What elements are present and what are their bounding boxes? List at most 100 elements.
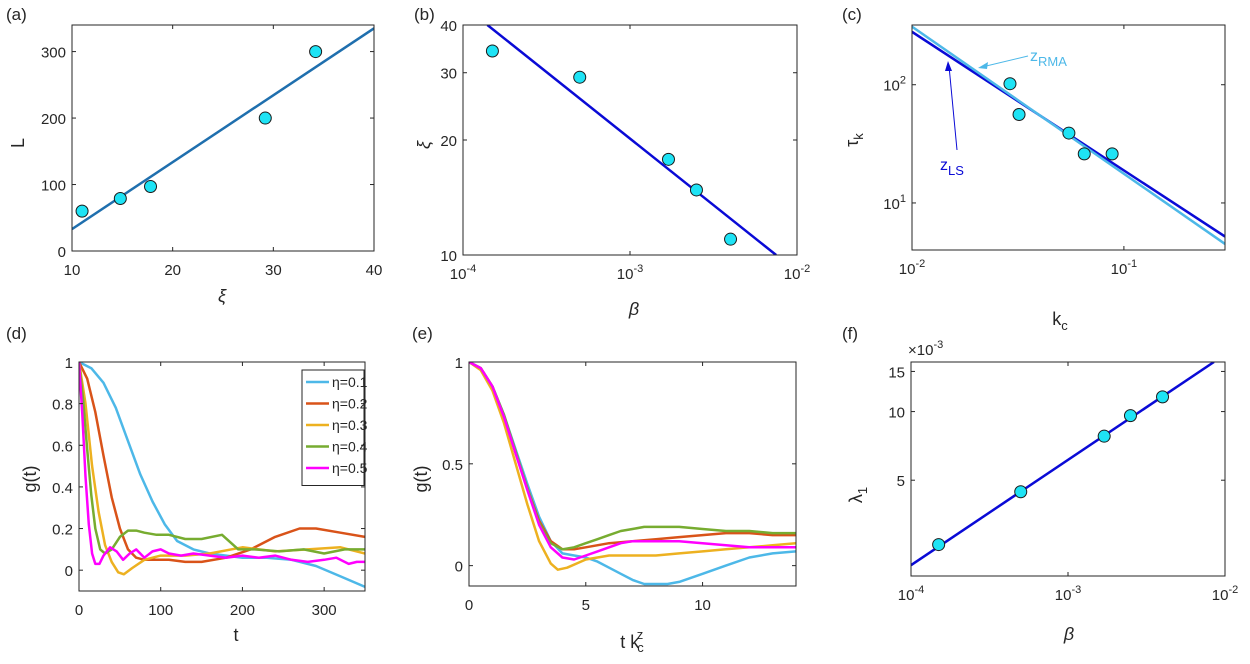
ytick-label-b-0: 10 <box>440 248 457 265</box>
fit-line-f-0 <box>911 362 1215 567</box>
ytick-label-c-1: 102 <box>883 75 906 95</box>
legend-label-4: η=0.5 <box>332 460 368 476</box>
panel-a: (a) L ξ 10 20 30 40 0 100 200 300 <box>6 5 382 306</box>
series-line-d-4 <box>79 362 365 566</box>
ytick-label-e-1: 0.5 <box>442 457 463 474</box>
ytick-label-c-1-base: 10 <box>883 78 900 95</box>
axes-box-f <box>910 361 1226 577</box>
ytick-label-f-2: 15 <box>888 364 905 381</box>
data-point-a-2 <box>144 180 158 194</box>
ylabel-f-sub: 1 <box>855 487 870 494</box>
ytick-label-d-5: 1 <box>65 355 73 372</box>
ytick-label-d-1: 0.2 <box>52 522 73 539</box>
y-multiplier-f-exp: -3 <box>933 339 943 351</box>
xtick-label-c-0-exp: -2 <box>915 258 925 270</box>
data-point-b-0 <box>485 44 499 58</box>
data-point-c-4 <box>1105 147 1119 161</box>
ytick-label-b-1: 20 <box>440 133 457 150</box>
data-point-f-3 <box>1123 409 1137 423</box>
legend-d: η=0.1 η=0.2 η=0.3 η=0.4 η=0.5 <box>301 369 368 486</box>
xlabel-e: t kcz <box>620 627 644 655</box>
ylabel-a: L <box>8 138 28 148</box>
axes-box-b <box>462 24 798 256</box>
panel-label-f: (f) <box>842 324 858 343</box>
y-multiplier-f-base: ×10 <box>908 342 933 359</box>
xtick-label-b-0-base: 10 <box>450 266 467 283</box>
ytick-label-d-0: 0 <box>65 563 73 580</box>
xtick-label-b-2-exp: -2 <box>800 263 810 275</box>
xtick-label-c-1-base: 10 <box>1111 261 1128 278</box>
xlabel-f: β <box>1063 624 1074 644</box>
ytick-label-b-3: 40 <box>440 18 457 35</box>
xtick-label-f-1-base: 10 <box>1055 587 1072 604</box>
ytick-label-c-0-base: 10 <box>883 196 900 213</box>
xtick-label-a-2: 30 <box>265 262 282 279</box>
legend-label-3: η=0.4 <box>332 439 368 455</box>
xtick-label-e-2: 10 <box>694 597 711 614</box>
xtick-label-b-1: 10-3 <box>617 263 643 283</box>
data-point-f-4 <box>1156 390 1170 404</box>
xtick-label-e-0: 0 <box>465 597 473 614</box>
xlabel-c-base: k <box>1052 309 1062 329</box>
xtick-label-f-1: 10-3 <box>1055 584 1081 604</box>
ytick-label-a-2: 200 <box>41 111 66 128</box>
series-line-d-1 <box>79 362 365 564</box>
ytick-label-b-2: 30 <box>440 66 457 83</box>
xtick-label-b-1-exp: -3 <box>633 263 643 275</box>
ylabel-c-sub: k <box>851 133 866 140</box>
ytick-label-d-4: 0.8 <box>52 397 73 414</box>
xlabel-b: β <box>628 299 639 319</box>
xtick-label-f-1-exp: -3 <box>1071 584 1081 596</box>
legend-box <box>301 369 365 486</box>
xtick-label-e-1: 5 <box>582 597 590 614</box>
data-point-f-2 <box>1097 429 1111 443</box>
ytick-label-a-1: 100 <box>41 178 66 195</box>
ytick-label-d-2: 0.4 <box>52 480 73 497</box>
annotation-z-ls-base: z <box>940 157 948 174</box>
annotation-arrowhead-ls <box>945 61 952 71</box>
ytick-label-d-3: 0.6 <box>52 438 73 455</box>
xtick-label-a-0: 10 <box>64 262 81 279</box>
xlabel-e-base: t k <box>620 632 640 652</box>
ytick-label-c-0: 101 <box>883 193 906 213</box>
legend-label-2: η=0.3 <box>332 417 368 433</box>
xtick-label-f-0-exp: -4 <box>914 584 924 596</box>
xtick-label-b-0: 10-4 <box>450 263 476 283</box>
xtick-label-c-0-base: 10 <box>899 261 916 278</box>
xtick-label-f-0: 10-4 <box>898 584 924 604</box>
data-point-a-4 <box>309 45 323 59</box>
data-point-c-1 <box>1012 107 1026 121</box>
annotation-z-ls-sub: LS <box>948 163 964 178</box>
y-multiplier-f: ×10-3 <box>908 339 943 359</box>
xlabel-e-sub: c <box>637 640 644 655</box>
axes-box-c <box>911 24 1226 251</box>
ylabel-f: λ1 <box>846 487 870 503</box>
xtick-label-d-2: 200 <box>230 602 255 619</box>
series-line-e-3 <box>469 362 796 551</box>
xtick-label-b-0-exp: -4 <box>466 263 476 275</box>
ytick-label-f-1: 10 <box>888 405 905 422</box>
data-point-f-1 <box>1014 485 1028 499</box>
xtick-label-d-1: 100 <box>148 602 173 619</box>
plot-area-f <box>911 362 1215 567</box>
data-point-c-2 <box>1062 126 1076 140</box>
data-point-c-3 <box>1077 147 1091 161</box>
series-line-e-2 <box>469 362 796 571</box>
xtick-label-f-2: 10-2 <box>1212 584 1238 604</box>
data-point-a-1 <box>113 191 127 205</box>
annotation-arrow-rma <box>981 55 1029 68</box>
panel-label-e: (e) <box>412 324 433 343</box>
panel-label-b: (b) <box>414 5 435 24</box>
annotation-arrowhead-rma <box>978 62 988 69</box>
data-point-f-0 <box>932 538 946 552</box>
ylabel-e: g(t) <box>411 466 431 493</box>
data-point-b-1 <box>573 70 587 84</box>
xlabel-a: ξ <box>218 286 227 306</box>
xlabel-c: kc <box>1052 309 1068 333</box>
panel-label-d: (d) <box>6 324 27 343</box>
ylabel-f-base: λ <box>846 494 866 503</box>
